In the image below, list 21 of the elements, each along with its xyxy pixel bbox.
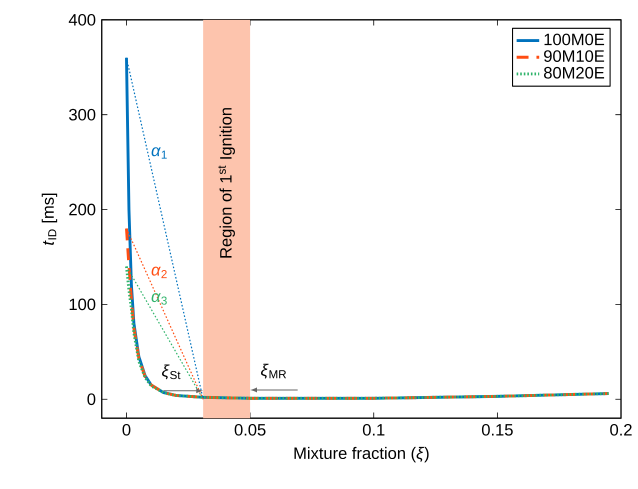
series-label: α$_{3}$: [152, 293, 167, 305]
legend-label: 100M0E: [544, 34, 604, 46]
x-tick-label: 0.15: [482, 424, 513, 436]
y-tick-label: 200: [69, 204, 96, 216]
annotation: ξ$_{MR}$: [261, 364, 286, 379]
y-tick-label: 0: [87, 394, 96, 406]
y-axis-title: t$_{ID}$ [ms]: [42, 194, 58, 246]
y-tick-label: 100: [70, 298, 96, 310]
y-tick-label: 300: [69, 109, 96, 121]
legend-label: 90M10E: [544, 50, 604, 62]
band-label: Region of 1$^{st}$ Ignition: [218, 108, 235, 258]
x-tick-label: 0.05: [234, 424, 266, 436]
annotation: ξ$_{St}$: [162, 364, 180, 380]
x-tick-label: 0: [122, 424, 130, 436]
x-tick-label: 0.2: [610, 424, 632, 436]
x-tick-label: 0.1: [362, 424, 384, 436]
series-label: α$_{1}$: [152, 147, 167, 159]
series-label: α$_{2}$: [152, 266, 167, 278]
y-tick-label: 400: [68, 14, 96, 26]
x-axis-title: Mixture fraction (ξ): [294, 447, 429, 463]
legend-label: 80M20E: [544, 67, 604, 79]
